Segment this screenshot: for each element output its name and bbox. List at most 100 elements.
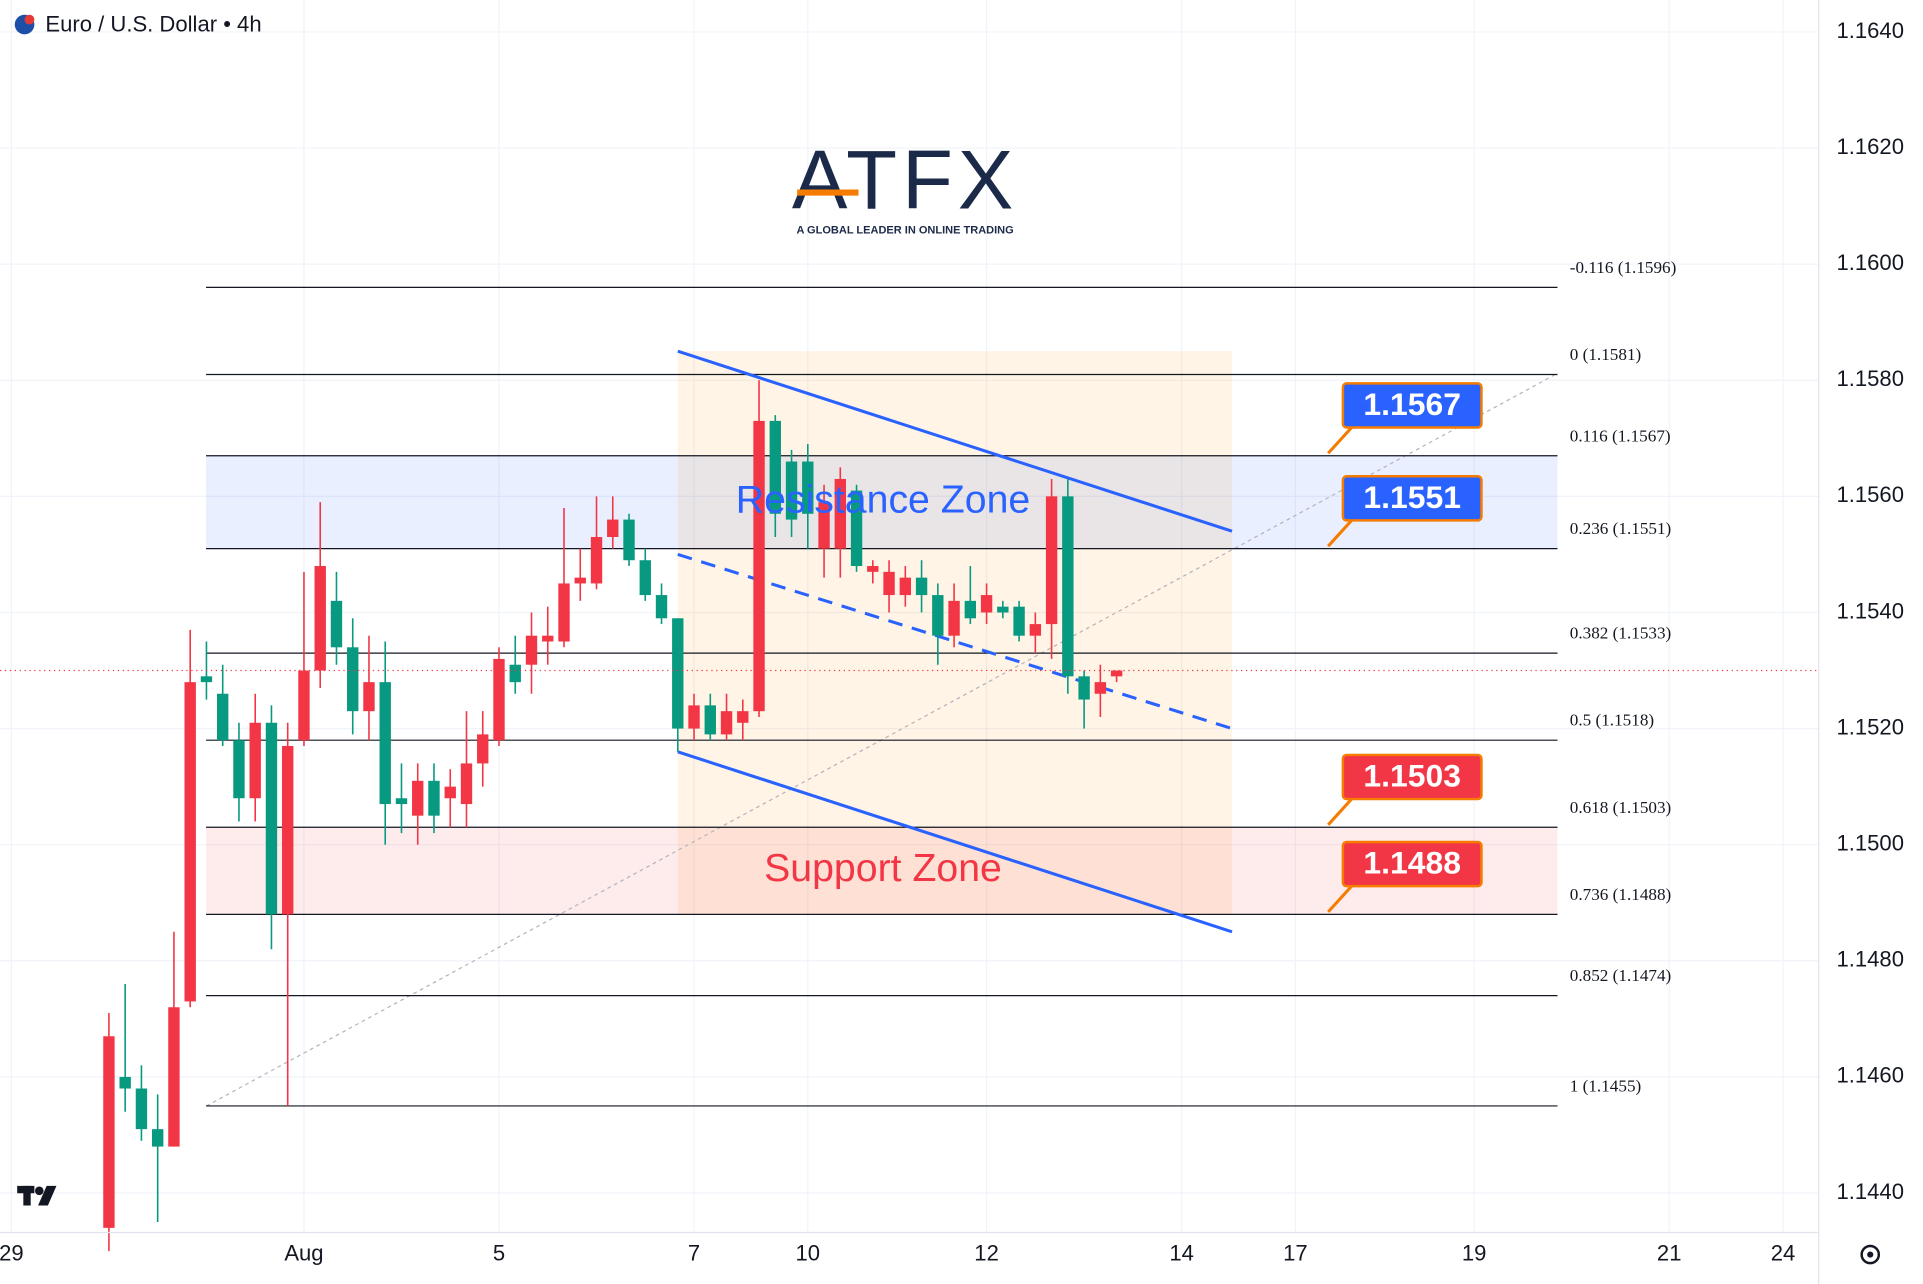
fib-label: 0.5 (1.1518) (1570, 711, 1654, 730)
candle-body (883, 571, 895, 596)
candle-body (623, 519, 635, 561)
settings-icon[interactable] (1860, 1244, 1881, 1265)
candle-body (590, 537, 603, 584)
candle-body (298, 670, 310, 741)
tag-pointer (1327, 796, 1354, 826)
candle-body (899, 577, 912, 596)
symbol-flag (24, 14, 35, 25)
candle-body (785, 461, 798, 520)
y-tick-label: 1.1540 (1836, 598, 1903, 623)
candle-body (607, 519, 619, 538)
x-tick-label: 7 (688, 1240, 700, 1265)
y-tick-label: 1.1480 (1836, 947, 1903, 972)
candle-body (655, 595, 668, 619)
candle-body (525, 635, 538, 665)
x-tick-label: 17 (1283, 1240, 1308, 1265)
x-tick-label: 5 (493, 1240, 505, 1265)
fib-label: 0.736 (1.1488) (1570, 885, 1671, 904)
candle-body (558, 583, 570, 642)
settings-dot[interactable] (1867, 1251, 1874, 1258)
tv-logo-part (34, 1186, 44, 1196)
candle-body (395, 798, 408, 805)
zone (206, 827, 1558, 915)
x-tick-label: Aug (284, 1240, 323, 1265)
price-tag-label: 1.1488 (1363, 845, 1461, 881)
candle-body (802, 461, 814, 514)
y-tick-label: 1.1500 (1836, 831, 1903, 856)
y-tick-label: 1.1600 (1836, 250, 1903, 275)
candle-body (265, 722, 278, 915)
price-tag-label: 1.1503 (1363, 758, 1461, 794)
price-tag (1341, 840, 1483, 888)
candle-body (1078, 676, 1090, 700)
fib-label: -0.116 (1.1596) (1570, 258, 1677, 277)
candles (103, 380, 1123, 1252)
settings-ring[interactable] (1860, 1244, 1881, 1265)
candle-body (753, 420, 765, 712)
candle-body (1062, 496, 1074, 677)
candle-body (168, 1007, 180, 1147)
price-tag (1341, 753, 1483, 801)
tv-logo (17, 1185, 57, 1206)
candle-body (379, 682, 391, 805)
x-tick-label: 29 (0, 1240, 24, 1265)
y-tick-label: 1.1440 (1836, 1179, 1903, 1204)
price-tag-label: 1.1567 (1363, 386, 1461, 422)
candle-body (672, 618, 684, 729)
grid (0, 0, 1819, 1233)
overlays: 1.1440 1.1460 1.1480 1.1500 1.1520 1.1540 1.15… (0, 18, 1904, 1266)
candle-body (574, 577, 586, 584)
x-tick-label: 19 (1462, 1240, 1487, 1265)
fib-label: 1 (1.1455) (1570, 1076, 1641, 1095)
candle-body (964, 600, 977, 619)
candle-body (997, 606, 1009, 613)
candle-body (282, 745, 294, 915)
price-tag (1341, 382, 1483, 429)
candle-body (639, 560, 651, 596)
candle-body (867, 566, 879, 572)
candle-body (704, 705, 716, 735)
channel-upper (677, 349, 1233, 533)
candle-body (151, 1129, 164, 1147)
candle-body (542, 635, 554, 642)
tag-pointer (1327, 518, 1354, 548)
candle-body (850, 490, 863, 567)
candle-body (493, 658, 505, 741)
candle-body (1110, 670, 1123, 677)
candle-body (460, 763, 473, 805)
x-tick-label: 21 (1657, 1240, 1682, 1265)
tag-pointer (1327, 883, 1354, 913)
candle-body (1013, 606, 1025, 636)
candle-body (233, 740, 245, 799)
candle-body (720, 711, 733, 735)
candle-body (217, 693, 229, 741)
price-tag (1341, 475, 1483, 522)
fib-label: 0.116 (1.1567) (1570, 426, 1671, 445)
x-tick-label: 12 (974, 1240, 999, 1265)
candle-body (932, 595, 944, 636)
candle-body (200, 676, 213, 683)
zone-label: Support Zone (764, 846, 1002, 890)
x-tick-label: 24 (1771, 1240, 1796, 1265)
candle-body (1045, 496, 1058, 625)
candle-body (444, 786, 456, 799)
candle-body (477, 734, 489, 764)
fib-label: 0.852 (1.1474) (1570, 966, 1671, 985)
candle-body (818, 502, 830, 549)
candle-body (769, 420, 781, 514)
y-tick-label: 1.1640 (1836, 18, 1903, 43)
candle-body (915, 577, 928, 596)
candle-body (948, 600, 960, 636)
candle-body (135, 1088, 148, 1130)
candle-body (737, 711, 749, 723)
logo-text: ATFX (792, 133, 1019, 226)
y-tick-label: 1.1620 (1836, 134, 1903, 159)
candle-body (688, 705, 700, 729)
candle-body (1094, 682, 1107, 694)
candle-body (509, 664, 521, 683)
candle-body (834, 478, 846, 549)
x-tick-label: 10 (796, 1240, 821, 1265)
candle-body (330, 600, 343, 648)
candle-body (314, 566, 326, 671)
